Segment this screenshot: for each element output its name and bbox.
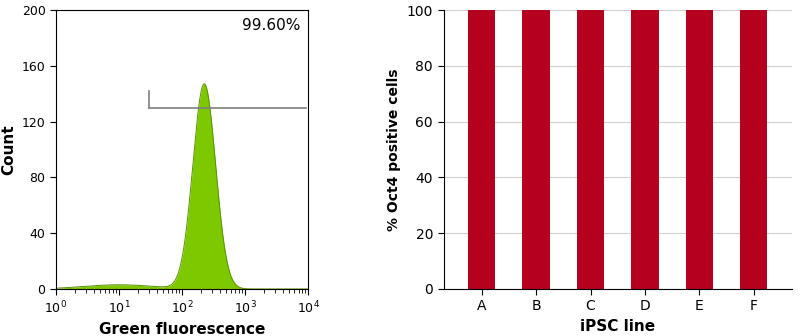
Bar — [686, 10, 713, 289]
Bar — [468, 10, 495, 289]
Y-axis label: % Oct4 positive cells: % Oct4 positive cells — [387, 68, 401, 231]
Bar — [740, 10, 767, 289]
Bar — [577, 10, 604, 289]
Bar — [522, 10, 550, 289]
Text: 99.60%: 99.60% — [242, 18, 301, 34]
Bar — [631, 10, 658, 289]
Y-axis label: Count: Count — [1, 124, 16, 175]
X-axis label: iPSC line: iPSC line — [580, 319, 655, 334]
X-axis label: Green fluorescence: Green fluorescence — [99, 322, 266, 336]
